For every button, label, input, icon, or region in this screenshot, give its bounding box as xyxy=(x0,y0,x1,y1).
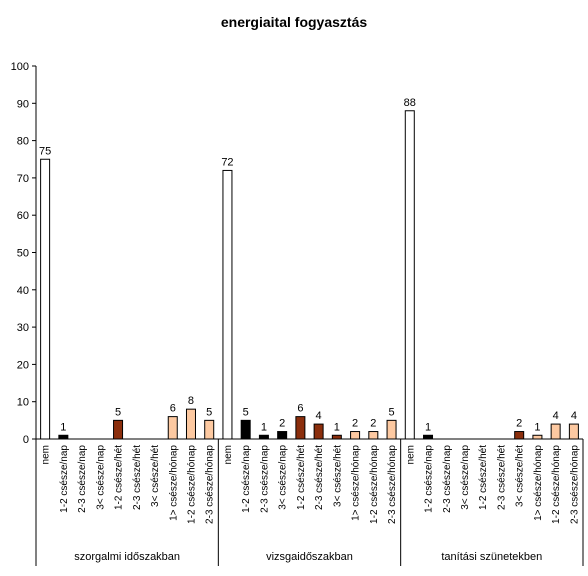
y-tick-label: 30 xyxy=(17,322,29,334)
x-tick-label: 1-2 csésze/hét xyxy=(478,445,489,510)
y-tick-label: 100 xyxy=(11,61,29,73)
bar xyxy=(331,434,342,440)
data-label: 88 xyxy=(404,97,416,109)
x-tick-label: 3< csésze/hét xyxy=(515,445,526,507)
x-tick-label: 1> csésze/hónap xyxy=(168,445,179,521)
x-tick-label: nem xyxy=(405,445,416,464)
x-tick-label: 2-3 csésze/nap xyxy=(442,445,453,513)
data-label: 5 xyxy=(115,406,121,418)
data-label: 6 xyxy=(297,403,303,415)
bar xyxy=(313,423,324,440)
group-labels: szorgalmi időszakban vizsgaidőszakban taní… xyxy=(35,439,584,566)
y-tick-label: 90 xyxy=(17,98,29,110)
group-label: tanítási szünetekben xyxy=(441,551,542,563)
x-tick-label: 2-3 csésze/hét xyxy=(132,445,143,510)
bar xyxy=(568,423,579,440)
data-label: 2 xyxy=(352,418,358,430)
x-tick-label: 1-2 csésze/hónap xyxy=(551,445,562,524)
data-label: 4 xyxy=(553,410,559,422)
data-label: 2 xyxy=(370,418,376,430)
data-label: 75 xyxy=(39,145,51,157)
y-tick-label: 40 xyxy=(17,285,29,297)
x-tick-label: 1-2 csésze/hónap xyxy=(186,445,197,524)
x-tick-label: nem xyxy=(223,445,234,464)
data-label: 1 xyxy=(425,421,431,433)
bar xyxy=(277,431,288,440)
y-tick-label: 70 xyxy=(17,173,29,185)
bar xyxy=(204,419,215,440)
x-tick-label: 2-3 csésze/nap xyxy=(77,445,88,513)
data-label: 2 xyxy=(279,418,285,430)
bar xyxy=(240,419,251,440)
data-label: 5 xyxy=(243,406,249,418)
data-label: 4 xyxy=(571,410,577,422)
bar xyxy=(350,431,361,440)
group-label: szorgalmi időszakban xyxy=(74,551,180,563)
bar xyxy=(40,158,51,440)
chart-title: energiaital fogyasztás xyxy=(220,14,368,30)
x-tick-label: 2-3 csésze/hónap xyxy=(205,445,216,524)
x-tick-label: 1-2 csésze/hét xyxy=(296,445,307,510)
x-tick-label: 2-3 csésze/nap xyxy=(259,445,270,513)
data-label: 5 xyxy=(206,406,212,418)
bar xyxy=(386,419,397,440)
y-tick-label: 20 xyxy=(17,359,29,371)
x-tick-label: 2-3 csésze/hónap xyxy=(569,445,580,524)
y-tick-label: 50 xyxy=(17,248,29,260)
bar xyxy=(167,416,178,440)
data-label: 1 xyxy=(534,421,540,433)
y-tick-label: 0 xyxy=(23,434,29,446)
x-tick-label: 3< csésze/hét xyxy=(332,445,343,507)
bar xyxy=(222,169,233,440)
x-tick-label: nem xyxy=(41,445,52,464)
x-tick-label: 3< csésze/nap xyxy=(278,445,289,510)
bar xyxy=(185,408,196,440)
bar xyxy=(404,110,415,440)
x-tick-label: 1-2 csésze/nap xyxy=(59,445,70,513)
y-axis: 0 10 20 30 40 50 60 70 80 90 100 xyxy=(11,61,583,446)
x-tick-label: 3< csésze/nap xyxy=(460,445,471,510)
x-tick-label: 1> csésze/hónap xyxy=(351,445,362,521)
data-label: 5 xyxy=(388,406,394,418)
x-tick-label: 3< csésze/hét xyxy=(150,445,161,507)
bar xyxy=(295,416,306,440)
data-label: 1 xyxy=(261,421,267,433)
x-tick-label: 2-3 csésze/hónap xyxy=(387,445,398,524)
x-tick-label: 1-2 csésze/nap xyxy=(241,445,252,513)
x-tick-label: 2-3 csésze/hét xyxy=(496,445,507,510)
x-tick-label: 2-3 csésze/hét xyxy=(314,445,325,510)
bar xyxy=(532,434,543,440)
bar xyxy=(258,434,269,440)
bar xyxy=(514,431,525,440)
x-tick-label: 3< csésze/nap xyxy=(95,445,106,510)
x-tick-label: 1-2 csésze/nap xyxy=(424,445,435,513)
bars xyxy=(40,110,579,440)
y-tick-label: 60 xyxy=(17,210,29,222)
data-label: 8 xyxy=(188,395,194,407)
data-label: 72 xyxy=(221,156,233,168)
x-tick-label: 1-2 csésze/hét xyxy=(114,445,125,510)
data-label: 6 xyxy=(170,403,176,415)
data-label: 2 xyxy=(516,418,522,430)
bar xyxy=(113,419,124,440)
data-label: 1 xyxy=(334,421,340,433)
y-tick-label: 80 xyxy=(17,136,29,148)
bar xyxy=(368,431,379,440)
group-label: vizsgaidőszakban xyxy=(266,551,353,563)
bar xyxy=(423,434,434,440)
y-tick-label: 10 xyxy=(17,397,29,409)
bar xyxy=(58,434,69,440)
x-tick-label: 1-2 csésze/hónap xyxy=(369,445,380,524)
data-label: 4 xyxy=(316,410,322,422)
x-tick-labels: nem 1-2 csésze/nap 2-3 csésze/nap 3< csésze… xyxy=(41,445,581,524)
bar xyxy=(550,423,561,440)
x-tick-label: 1> csésze/hónap xyxy=(533,445,544,521)
data-label: 1 xyxy=(60,421,66,433)
